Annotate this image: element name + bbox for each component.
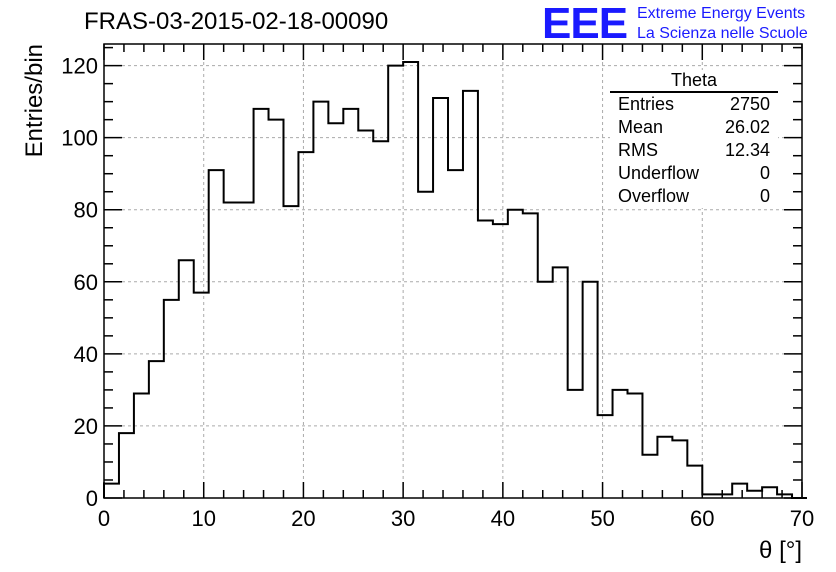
plot-frame [103,43,803,499]
x-tick-label: 60 [690,506,714,531]
stats-label: RMS [618,140,658,160]
stats-row-entries: Entries 2750 [610,93,778,116]
eee-logo: EEE [542,0,628,48]
y-tick-label: 0 [86,486,98,511]
stats-row-underflow: Underflow 0 [610,162,778,185]
x-tick-label: 40 [491,506,515,531]
y-tick-label: 60 [74,270,98,295]
y-tick-label: 80 [74,198,98,223]
y-axis-label: Entries/bin [21,44,48,157]
stats-value: 2750 [729,94,770,114]
stats-label: Mean [618,117,664,137]
x-tick-label: 50 [590,506,614,531]
stats-value: 0 [759,163,770,183]
stats-row-overflow: Overflow 0 [610,185,778,208]
y-tick-label: 100 [61,126,98,151]
logo-caption-line1: Extreme Energy Events [637,5,806,22]
axis-ticks [103,44,803,499]
y-tick-label: 40 [74,342,98,367]
grid [104,44,802,498]
stats-box: Theta Entries 2750 Mean 26.02 RMS 12.34 … [610,70,778,208]
stats-row-rms: RMS 12.34 [610,139,778,162]
stats-label: Underflow [618,163,700,183]
logo-caption: Extreme Energy Events La Scienza nelle S… [637,4,808,44]
histogram-line [103,61,807,499]
stats-title: Theta [610,70,778,93]
stats-value: 12.34 [724,140,770,160]
x-tick-label: 20 [291,506,315,531]
x-tick-label: 10 [191,506,215,531]
x-axis-label: θ [°] [759,537,802,564]
tick-labels: 0 10 20 30 40 50 60 70 0 20 40 60 80 100 120 [61,54,814,531]
stats-label: Entries [618,94,675,114]
stats-value: 26.02 [724,117,770,137]
x-tick-label: 0 [98,506,110,531]
chart-title: FRAS-03-2015-02-18-00090 [84,8,389,35]
stats-row-mean: Mean 26.02 [610,116,778,139]
x-tick-label: 30 [391,506,415,531]
y-tick-label: 20 [74,414,98,439]
y-tick-label: 120 [61,54,98,79]
stats-label: Overflow [618,186,690,206]
logo-caption-line2: La Scienza nelle Scuole [637,25,808,42]
x-tick-label: 70 [790,506,814,531]
stats-value: 0 [759,186,770,206]
